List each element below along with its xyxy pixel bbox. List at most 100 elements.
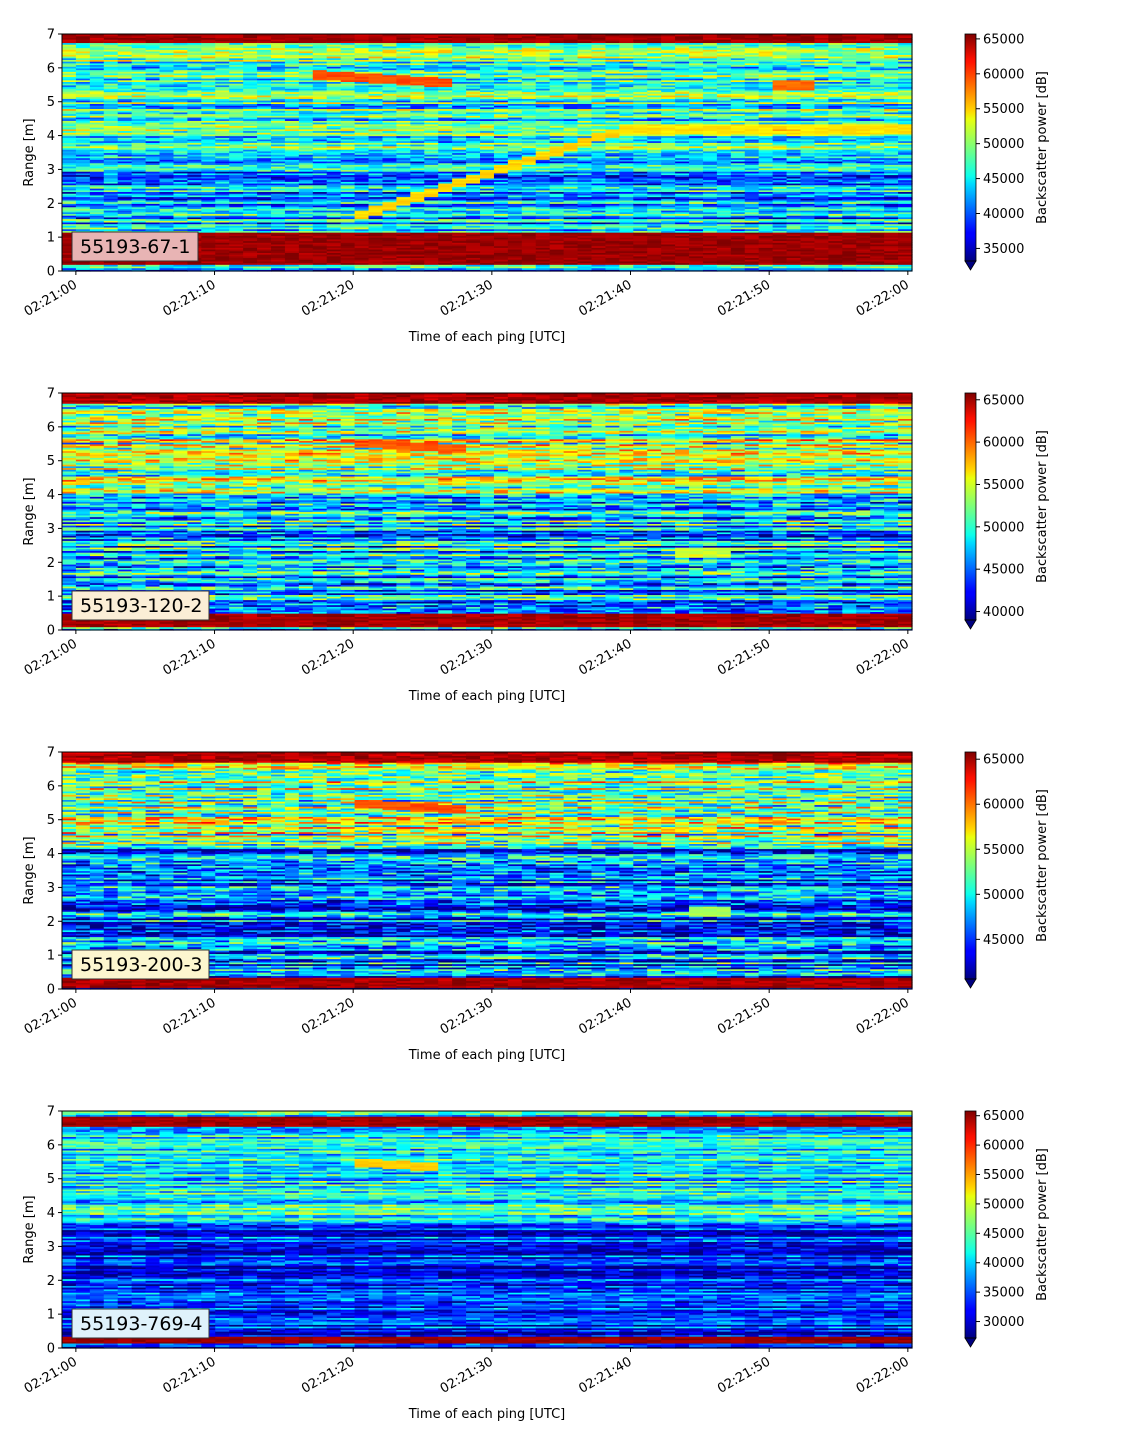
y-tick-label: 6 xyxy=(47,1138,55,1153)
colorbar-gradient xyxy=(965,1111,976,1338)
x-tick-label: 02:21:00 xyxy=(22,277,80,319)
x-tick-label: 02:21:10 xyxy=(160,995,218,1037)
colorbar-tick-label: 55000 xyxy=(983,102,1024,117)
x-axis-label: Time of each ping [UTC] xyxy=(408,689,566,704)
x-tick-label: 02:21:50 xyxy=(715,995,773,1037)
y-tick-label: 0 xyxy=(47,624,55,639)
colorbar-tick-label: 65000 xyxy=(983,1109,1024,1124)
y-tick-label: 0 xyxy=(47,265,55,280)
colorbar-tick-label: 55000 xyxy=(983,1168,1024,1183)
y-axis-label: Range [m] xyxy=(22,477,37,545)
colorbar-4: 3000035000400004500050000550006000065000… xyxy=(965,1109,1050,1347)
colorbar-tick-label: 30000 xyxy=(983,1315,1024,1330)
panel-1: 0 1 2 3 4 5 6 7 Range [m] 02:21:00 02:21:10 02:21:2… xyxy=(22,28,1050,346)
colorbar-tick-label: 45000 xyxy=(983,933,1024,948)
colorbar-tick-label: 45000 xyxy=(983,1227,1024,1242)
x-tick-label: 02:21:20 xyxy=(299,995,357,1037)
y-tick-label: 3 xyxy=(47,522,55,537)
x-axis-label: Time of each ping [UTC] xyxy=(408,330,566,345)
y-tick-label: 0 xyxy=(47,983,55,998)
colorbar-tick-label: 60000 xyxy=(983,67,1024,82)
colorbar-gradient xyxy=(965,393,976,620)
colorbar-tick-label: 65000 xyxy=(983,32,1024,47)
y-tick-label: 1 xyxy=(47,231,55,246)
y-axis-label: Range [m] xyxy=(22,1195,37,1263)
colorbar-label: Backscatter power [dB] xyxy=(1035,1148,1050,1301)
colorbar-tick-label: 35000 xyxy=(983,242,1024,257)
panel-id-label: 55193-769-4 xyxy=(80,1313,203,1335)
y-tick-label: 6 xyxy=(47,61,55,76)
panel-id-label: 55193-200-3 xyxy=(80,954,203,976)
x-tick-label: 02:21:40 xyxy=(576,636,634,678)
y-tick-label: 4 xyxy=(47,488,55,503)
x-tick-label: 02:21:30 xyxy=(438,1354,496,1396)
x-tick-label: 02:21:40 xyxy=(576,277,634,319)
y-tick-label: 5 xyxy=(47,454,55,469)
x-tick-label: 02:21:40 xyxy=(576,1354,634,1396)
colorbar-tick-label: 55000 xyxy=(983,843,1024,858)
y-tick-label: 5 xyxy=(47,813,55,828)
colorbar-tick-label: 50000 xyxy=(983,888,1024,903)
y-tick-label: 2 xyxy=(47,197,55,212)
y-tick-label: 3 xyxy=(47,881,55,896)
y-tick-label: 7 xyxy=(47,387,55,402)
colorbar-tick-label: 60000 xyxy=(983,436,1024,451)
colorbar-label: Backscatter power [dB] xyxy=(1035,71,1050,224)
x-tick-label: 02:21:30 xyxy=(438,277,496,319)
x-tick-label: 02:21:20 xyxy=(299,636,357,678)
y-tick-label: 1 xyxy=(47,949,55,964)
x-tick-label: 02:21:40 xyxy=(576,995,634,1037)
x-tick-label: 02:21:50 xyxy=(715,277,773,319)
x-tick-label: 02:22:00 xyxy=(854,277,912,319)
x-tick-label: 02:21:00 xyxy=(22,995,80,1037)
colorbar-extend-arrow xyxy=(965,1338,976,1347)
colorbar-tick-label: 60000 xyxy=(983,1139,1024,1154)
x-tick-label: 02:21:30 xyxy=(438,636,496,678)
panel-id-label: 55193-120-2 xyxy=(80,595,203,617)
y-tick-label: 7 xyxy=(47,28,55,43)
y-tick-label: 4 xyxy=(47,1206,55,1221)
x-tick-label: 02:21:10 xyxy=(160,277,218,319)
y-axis-label: Range [m] xyxy=(22,836,37,904)
y-tick-label: 0 xyxy=(47,1342,55,1357)
colorbar-tick-label: 40000 xyxy=(983,207,1024,222)
colorbar-tick-label: 40000 xyxy=(983,1256,1024,1271)
y-tick-label: 5 xyxy=(47,95,55,110)
x-tick-label: 02:21:20 xyxy=(299,1354,357,1396)
colorbar-2: 400004500050000550006000065000Backscatte… xyxy=(965,393,1050,629)
x-axis-label: Time of each ping [UTC] xyxy=(408,1407,566,1422)
colorbar-tick-label: 40000 xyxy=(983,605,1024,620)
x-tick-label: 02:21:10 xyxy=(160,636,218,678)
colorbar-extend-arrow xyxy=(965,261,976,270)
colorbar-extend-arrow xyxy=(965,979,976,988)
colorbar-tick-label: 55000 xyxy=(983,478,1024,493)
y-tick-label: 7 xyxy=(47,1105,55,1120)
y-tick-label: 2 xyxy=(47,1274,55,1289)
colorbar-label: Backscatter power [dB] xyxy=(1035,430,1050,583)
colorbar-extend-arrow xyxy=(965,620,976,629)
panel-id-label: 55193-67-1 xyxy=(80,236,190,258)
colorbar-tick-label: 65000 xyxy=(983,393,1024,408)
x-tick-label: 02:22:00 xyxy=(854,1354,912,1396)
colorbar-tick-label: 45000 xyxy=(983,172,1024,187)
colorbar-gradient xyxy=(965,34,976,261)
colorbar-tick-label: 50000 xyxy=(983,1197,1024,1212)
y-axis-label: Range [m] xyxy=(22,118,37,186)
y-tick-label: 4 xyxy=(47,129,55,144)
x-tick-label: 02:22:00 xyxy=(854,995,912,1037)
x-axis-label: Time of each ping [UTC] xyxy=(408,1048,566,1063)
y-tick-label: 6 xyxy=(47,779,55,794)
colorbar-tick-label: 45000 xyxy=(983,563,1024,578)
x-tick-label: 02:22:00 xyxy=(854,636,912,678)
y-tick-label: 3 xyxy=(47,163,55,178)
x-tick-label: 02:21:30 xyxy=(438,995,496,1037)
x-tick-label: 02:21:20 xyxy=(299,277,357,319)
x-tick-label: 02:21:50 xyxy=(715,636,773,678)
colorbar-gradient xyxy=(965,752,976,979)
x-tick-label: 02:21:00 xyxy=(22,1354,80,1396)
x-tick-label: 02:21:50 xyxy=(715,1354,773,1396)
y-tick-label: 2 xyxy=(47,915,55,930)
